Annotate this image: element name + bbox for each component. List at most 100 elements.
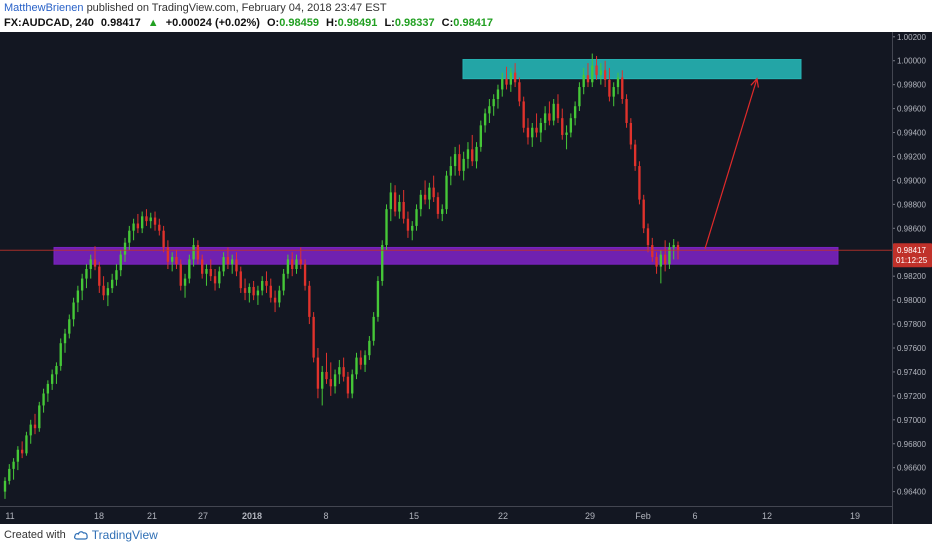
candle [338, 359, 341, 384]
candle [29, 419, 32, 444]
candle [638, 161, 641, 205]
candle [608, 67, 611, 102]
candle [672, 239, 675, 260]
candle [209, 259, 212, 281]
candle [76, 285, 80, 313]
candle [372, 312, 375, 346]
candle-body [372, 316, 375, 341]
price-tick-label: 0.98600 [897, 224, 926, 233]
candle [25, 431, 28, 456]
candle [603, 60, 607, 88]
candle-body [458, 154, 461, 171]
candle-body [140, 216, 144, 229]
candle [415, 204, 418, 231]
candle-body [441, 209, 444, 214]
candle-body [50, 374, 54, 384]
price-axis-background[interactable] [892, 32, 932, 524]
price-tick-label: 0.98000 [897, 296, 926, 305]
candle-body [505, 78, 508, 85]
candle [80, 273, 84, 301]
candle [299, 247, 302, 269]
candle [342, 357, 345, 382]
candle-body [616, 77, 620, 88]
candle-body [376, 280, 380, 317]
candle [218, 266, 221, 289]
candle [355, 352, 358, 380]
candle-body [16, 449, 20, 462]
candle [231, 254, 234, 274]
candle-countdown: 01:12:25 [896, 256, 928, 265]
candle [432, 175, 435, 202]
candle-body [612, 87, 615, 97]
candle [248, 283, 251, 303]
candle-body [591, 65, 594, 83]
candle-body [676, 245, 680, 250]
time-axis-background[interactable] [0, 506, 892, 524]
time-tick-label: 29 [585, 511, 595, 521]
candle [321, 365, 324, 406]
candle [501, 72, 504, 97]
candle [385, 204, 388, 250]
candle-body [548, 113, 551, 121]
candle [265, 271, 268, 293]
candle [419, 190, 422, 217]
candle-body [282, 273, 285, 291]
candle-body [488, 106, 491, 114]
tradingview-brand: TradingView [91, 528, 158, 542]
candle-body [526, 127, 530, 138]
price-chart[interactable]: 1.00200 1.00000 0.99800 0.99600 0.99400 0.992… [0, 32, 932, 524]
chart-canvas[interactable]: 1.00200 1.00000 0.99800 0.99600 0.99400 0.992… [0, 32, 932, 524]
candle-body [398, 201, 401, 212]
candle [55, 362, 58, 384]
candle [625, 94, 628, 128]
candle [33, 413, 37, 435]
candle [329, 362, 332, 396]
candle [20, 441, 24, 459]
candle [621, 70, 624, 104]
price-tick-label: 0.99800 [897, 81, 926, 90]
candle [269, 278, 272, 303]
candle [119, 249, 122, 277]
candle-body [385, 209, 388, 246]
candle-body [578, 87, 581, 107]
candle-body [415, 209, 418, 226]
author-link[interactable]: MatthewBrienen [4, 2, 84, 14]
candle [483, 108, 487, 133]
candle [8, 464, 11, 485]
candle [526, 118, 530, 145]
candle [140, 211, 144, 234]
support-zone[interactable] [53, 246, 839, 265]
candle [629, 118, 633, 150]
candle [565, 125, 568, 150]
candle [359, 350, 362, 370]
candle [552, 99, 555, 126]
candle-body [98, 266, 101, 286]
candle-body [338, 367, 341, 375]
price-tick-label: 0.99600 [897, 105, 926, 114]
candle [16, 446, 20, 471]
candle [205, 264, 208, 286]
candle [449, 156, 452, 186]
candle [556, 94, 560, 123]
candle-body [535, 127, 538, 133]
candle-body [273, 297, 277, 303]
candle-body [170, 257, 174, 262]
tradingview-logo[interactable]: TradingView [73, 528, 158, 542]
candle-body [235, 259, 238, 272]
candle [591, 53, 594, 88]
candle [535, 113, 538, 138]
candle [282, 269, 285, 296]
candle-body [42, 393, 45, 406]
candle-body [389, 192, 392, 210]
candle-body [196, 245, 200, 260]
candle [381, 240, 384, 286]
price-tick-label: 0.96800 [897, 440, 926, 449]
candle-body [321, 371, 324, 389]
projection-arrow[interactable] [704, 78, 758, 249]
resistance-zone[interactable] [462, 59, 802, 80]
candle-body [595, 65, 598, 76]
candle [351, 369, 354, 399]
candle [192, 237, 195, 267]
candle [89, 254, 92, 279]
candle [616, 72, 620, 95]
